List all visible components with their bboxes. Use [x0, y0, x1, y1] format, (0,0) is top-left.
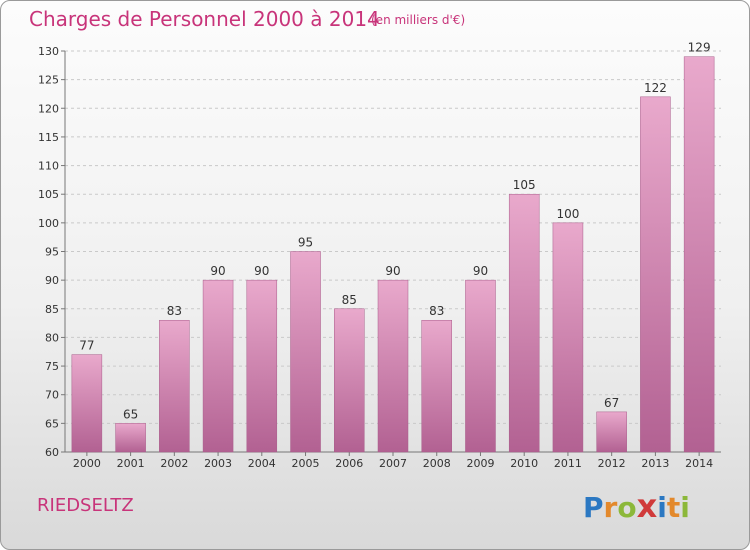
- bar-2012: [596, 411, 627, 453]
- data-label: 129: [688, 41, 711, 55]
- data-labels: 77 65 83 90 90 95 85 90 83 90 105 100 67 122 129: [79, 41, 710, 422]
- data-label: 90: [385, 264, 400, 278]
- bar-2008: [421, 319, 452, 453]
- bar-2001: [115, 423, 146, 453]
- bar-2004: [246, 279, 278, 453]
- x-tick-label: 2004: [248, 457, 276, 470]
- data-label: 90: [473, 264, 488, 278]
- y-tick-label: 70: [45, 389, 59, 402]
- data-label: 90: [210, 264, 225, 278]
- x-tick-label: 2008: [423, 457, 451, 470]
- x-tick-label: 2010: [510, 457, 538, 470]
- x-tick-label: 2005: [292, 457, 320, 470]
- data-label: 77: [79, 339, 94, 353]
- data-label: 83: [429, 304, 444, 318]
- proxiti-logo: Proxiti: [583, 487, 690, 525]
- chart-title: Charges de Personnel 2000 à 2014: [29, 7, 380, 31]
- data-label: 122: [644, 81, 667, 95]
- y-tick-label: 65: [45, 417, 59, 430]
- data-label: 105: [513, 178, 536, 192]
- bar-2013: [640, 96, 671, 453]
- chart-subtitle: (en milliers d'€): [371, 13, 466, 27]
- y-tick-label: 110: [38, 160, 59, 173]
- data-label: 90: [254, 264, 269, 278]
- x-tick-label: 2009: [466, 457, 494, 470]
- x-tick-label: 2007: [379, 457, 407, 470]
- y-tick-label: 75: [45, 360, 59, 373]
- logo-letter: t: [666, 491, 681, 524]
- x-tick-label: 2014: [685, 457, 713, 470]
- logo-letter: r: [603, 491, 618, 524]
- data-label: 85: [342, 293, 357, 307]
- bar-2003: [202, 279, 234, 453]
- y-tick-label: 105: [38, 188, 59, 201]
- place-name: RIEDSELTZ: [37, 495, 134, 516]
- y-tick-label: 85: [45, 303, 59, 316]
- logo-letter: P: [583, 491, 604, 524]
- x-tick-label: 2003: [204, 457, 232, 470]
- y-tick-label: 120: [38, 102, 59, 115]
- data-label: 83: [167, 304, 182, 318]
- data-label: 95: [298, 236, 313, 250]
- bar-2009: [465, 279, 496, 453]
- bar-2007: [377, 279, 409, 453]
- x-tick-label: 2002: [160, 457, 188, 470]
- bar-2005: [290, 251, 321, 453]
- x-tick-label: 2013: [641, 457, 669, 470]
- bar-2000: [71, 354, 103, 453]
- x-tick-label: 2001: [117, 457, 145, 470]
- y-tick-label: 60: [45, 446, 59, 459]
- y-tick-label: 125: [38, 74, 59, 87]
- data-label: 67: [604, 396, 619, 410]
- x-tick-label: 2006: [335, 457, 363, 470]
- x-tick-label: 2011: [554, 457, 582, 470]
- bar-2006: [334, 308, 365, 453]
- y-tick-label: 100: [38, 217, 59, 230]
- logo-letter: x: [636, 487, 658, 525]
- y-tick-label: 95: [45, 246, 59, 259]
- bars: [71, 56, 715, 453]
- data-label: 65: [123, 407, 138, 421]
- y-tick-label: 115: [38, 131, 59, 144]
- logo-letter: i: [680, 491, 690, 524]
- x-tick-label: 2012: [598, 457, 626, 470]
- bar-2002: [159, 319, 190, 453]
- bar-2014: [683, 56, 715, 453]
- bar-2011: [552, 222, 584, 453]
- data-label: 100: [556, 207, 579, 221]
- y-tick-label: 90: [45, 274, 59, 287]
- y-tick-label: 80: [45, 331, 59, 344]
- logo-letter: i: [657, 491, 667, 524]
- x-tick-label: 2000: [73, 457, 101, 470]
- logo-letter: o: [617, 491, 637, 524]
- bar-2010: [508, 193, 540, 453]
- y-tick-label: 130: [38, 45, 59, 58]
